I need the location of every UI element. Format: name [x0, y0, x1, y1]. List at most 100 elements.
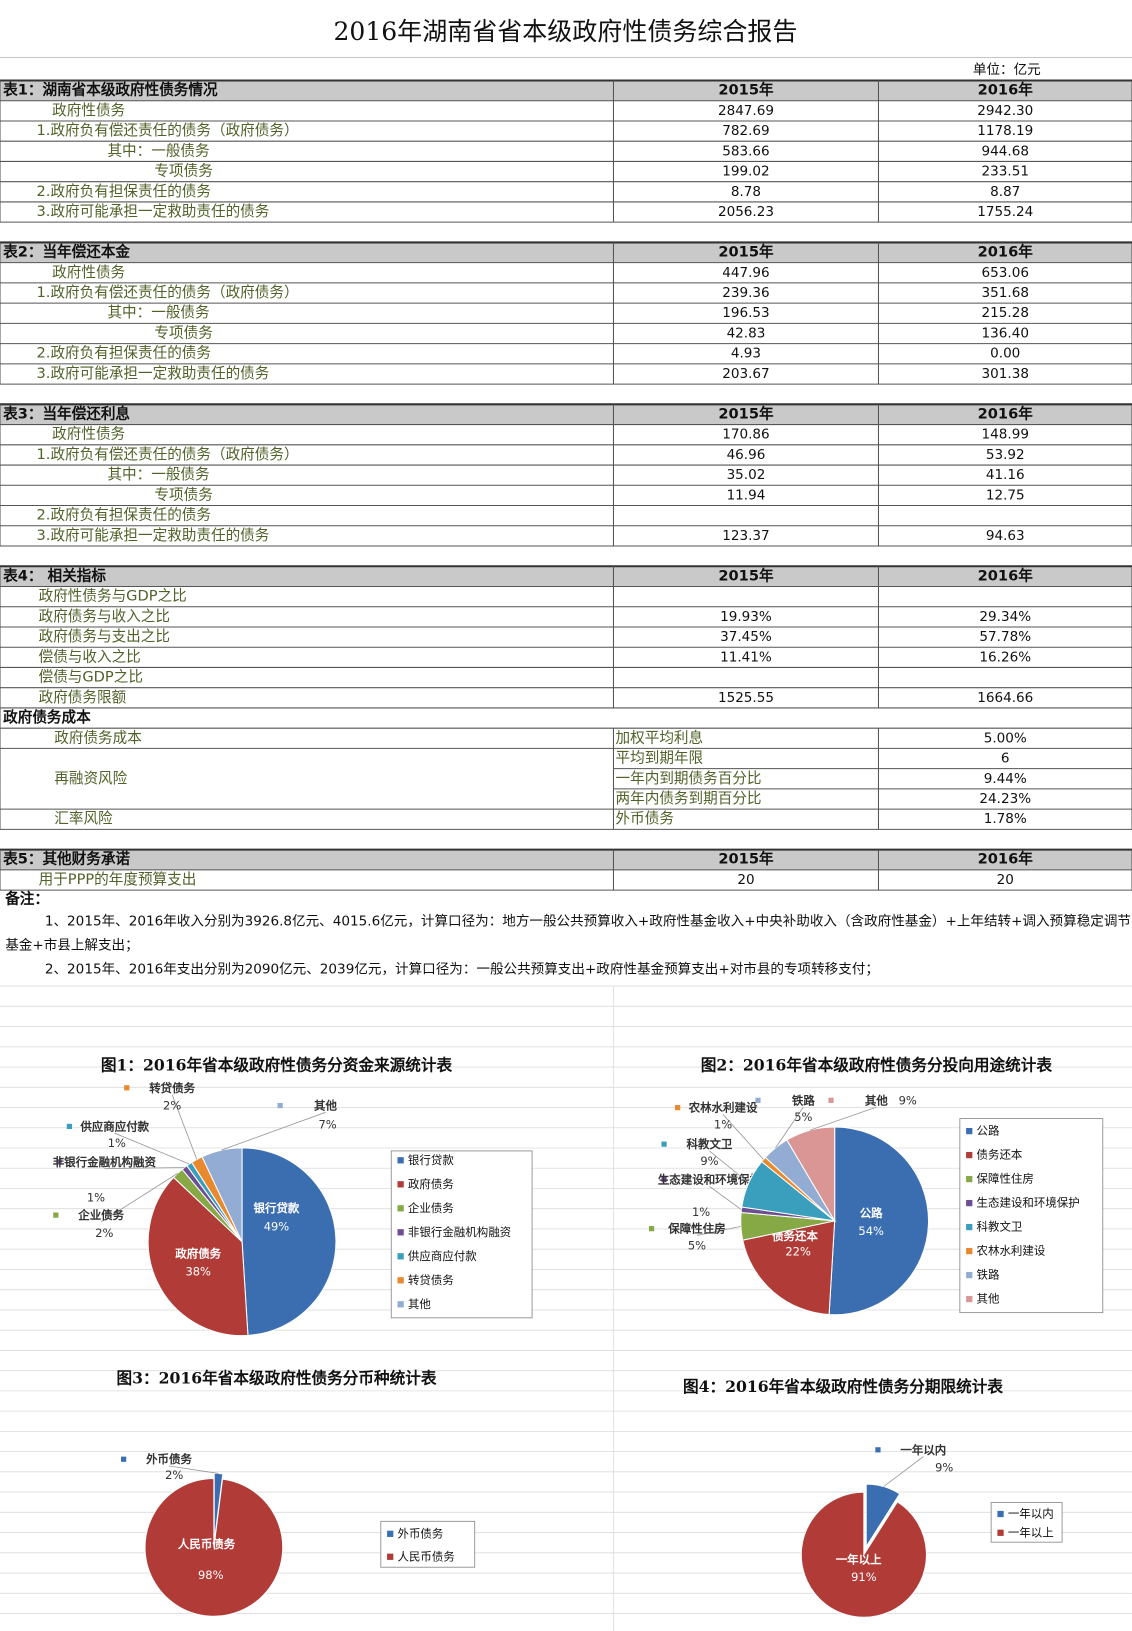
- legend-entry: 外币债务: [398, 1526, 444, 1540]
- legend-swatch: [966, 1247, 973, 1255]
- row-label: 其中：一般债务: [107, 466, 210, 483]
- cell-value: 46.96: [727, 447, 766, 463]
- cell-value: 9.44%: [984, 771, 1027, 787]
- row-label: 2.政府负有担保责任的债务: [37, 507, 212, 524]
- legend-swatch: [397, 1157, 404, 1164]
- label-marker: [53, 1212, 59, 1218]
- table-caption: 表5：其他财务承诺: [3, 850, 130, 868]
- table-header: [0, 80, 1132, 101]
- row-label: 政府债务与支出之比: [39, 628, 170, 645]
- label-marker: [675, 1105, 681, 1111]
- data-label-value: 2%: [95, 1226, 113, 1240]
- row-label: 政府性债务: [52, 264, 125, 281]
- legend-entry: 科教文卫: [977, 1220, 1023, 1234]
- metric-label: 一年内到期债务百分比: [616, 770, 762, 787]
- row-label: 政府债务成本: [54, 729, 142, 746]
- legend-entry: 一年以上: [1008, 1525, 1054, 1539]
- row-label: 3.政府可能承担一定救助责任的债务: [37, 203, 270, 220]
- data-label-value: 5%: [688, 1238, 706, 1252]
- row-label: 汇率风险: [54, 810, 113, 827]
- label-marker: [828, 1097, 834, 1103]
- cell-value: 351.68: [982, 285, 1029, 301]
- data-label-value: 9%: [935, 1461, 953, 1475]
- data-label-name: 非银行金融机构融资: [53, 1155, 157, 1169]
- cell-value: 20: [737, 872, 754, 888]
- legend-swatch: [397, 1277, 404, 1284]
- chart-title: 图4：2016年省本级政府性债务分期限统计表: [683, 1377, 1003, 1396]
- row-label: 1.政府负有偿还责任的债务（政府债务）: [37, 284, 299, 301]
- chart-title: 图3：2016年省本级政府性债务分币种统计表: [116, 1368, 436, 1387]
- cell-value: 1525.55: [718, 690, 774, 706]
- data-label-value: 1%: [692, 1205, 710, 1219]
- data-label-value: 49%: [264, 1220, 290, 1234]
- pie-slice: [865, 1483, 901, 1549]
- legend-swatch: [966, 1127, 973, 1135]
- legend-entry: 其他: [408, 1297, 431, 1311]
- data-label-name: 其他: [865, 1093, 888, 1107]
- data-label-value: 98%: [198, 1568, 224, 1582]
- pie-slice: [828, 1126, 930, 1316]
- unit: 单位：亿元: [973, 62, 1041, 78]
- row-label: 政府性债务: [52, 102, 125, 119]
- cell-value: 203.67: [722, 366, 769, 382]
- cell-value: 148.99: [982, 427, 1029, 443]
- data-label-value: 2%: [165, 1468, 183, 1482]
- metric-label: 加权平均利息: [616, 729, 704, 746]
- legend-swatch: [397, 1253, 404, 1260]
- column-header: 2016年: [978, 81, 1034, 99]
- cell-value: 447.96: [722, 265, 769, 281]
- leader-line: [709, 1150, 749, 1184]
- cell-value: 20: [997, 872, 1014, 888]
- row-label: 其中：一般债务: [107, 142, 210, 159]
- pie-slice: [241, 1147, 337, 1336]
- cell-value: 0.00: [990, 346, 1020, 362]
- notes: 1、2015年、2016年收入分别为3926.8亿元、4015.6亿元，计算口径…: [5, 914, 1131, 978]
- row-label: 3.政府可能承担一定救助责任的债务: [37, 365, 270, 382]
- legend-entry: 农林水利建设: [977, 1244, 1046, 1258]
- legend-entry: 转贷债务: [408, 1273, 454, 1287]
- data-label-value: 5%: [794, 1110, 812, 1124]
- cell-value: 5.00%: [984, 730, 1027, 746]
- legend-entry: 供应商应付款: [408, 1249, 477, 1263]
- row-label: 3.政府可能承担一定救助责任的债务: [37, 527, 270, 544]
- table-header: [0, 404, 1132, 425]
- label-marker: [648, 1226, 655, 1232]
- cell-value: 6: [1001, 751, 1010, 767]
- data-label-name: 供应商应付款: [79, 1119, 149, 1133]
- data-label-value: 1%: [108, 1136, 126, 1150]
- leader-line: [809, 1106, 877, 1131]
- cell-value: 1.78%: [984, 811, 1027, 827]
- column-header: 2016年: [978, 404, 1034, 422]
- legend-entry: 人民币债务: [398, 1549, 456, 1563]
- metric-label: 外币债务: [616, 810, 675, 827]
- leader-line: [722, 1114, 764, 1160]
- cell-value: 1755.24: [977, 204, 1033, 220]
- legend-entry: 生态建设和环境保护: [977, 1196, 1080, 1210]
- data-label-name: 农林水利建设: [688, 1101, 758, 1115]
- data-label-value: 22%: [785, 1245, 811, 1259]
- legend-entry: 其他: [977, 1292, 1000, 1306]
- data-label-name: 政府债务: [175, 1247, 221, 1261]
- chart-title: 图2：2016年省本级政府性债务分投向用途统计表: [701, 1055, 1053, 1074]
- row-label: 1.政府负有偿还责任的债务（政府债务）: [37, 122, 299, 139]
- leader-line: [171, 1094, 198, 1160]
- row-label: 2.政府负有担保责任的债务: [37, 345, 212, 362]
- cell-value: 1664.66: [977, 690, 1033, 706]
- label-marker: [875, 1447, 881, 1453]
- row-label: 专项债务: [154, 324, 213, 341]
- row-label: 专项债务: [154, 163, 213, 180]
- legend-swatch: [966, 1151, 973, 1159]
- row-label: 偿债与GDP之比: [39, 669, 143, 686]
- notes-heading: 备注：: [4, 889, 49, 907]
- cell-value: 199.02: [722, 164, 769, 180]
- cell-value: 2847.69: [718, 103, 774, 119]
- data-label-value: 38%: [185, 1264, 211, 1278]
- pie-slice: [786, 1126, 836, 1223]
- cell-value: 53.92: [986, 447, 1025, 463]
- table-header: [0, 566, 1132, 587]
- legend-swatch: [997, 1529, 1004, 1536]
- column-header: 2016年: [978, 566, 1034, 584]
- cell-value: 1178.19: [977, 123, 1033, 139]
